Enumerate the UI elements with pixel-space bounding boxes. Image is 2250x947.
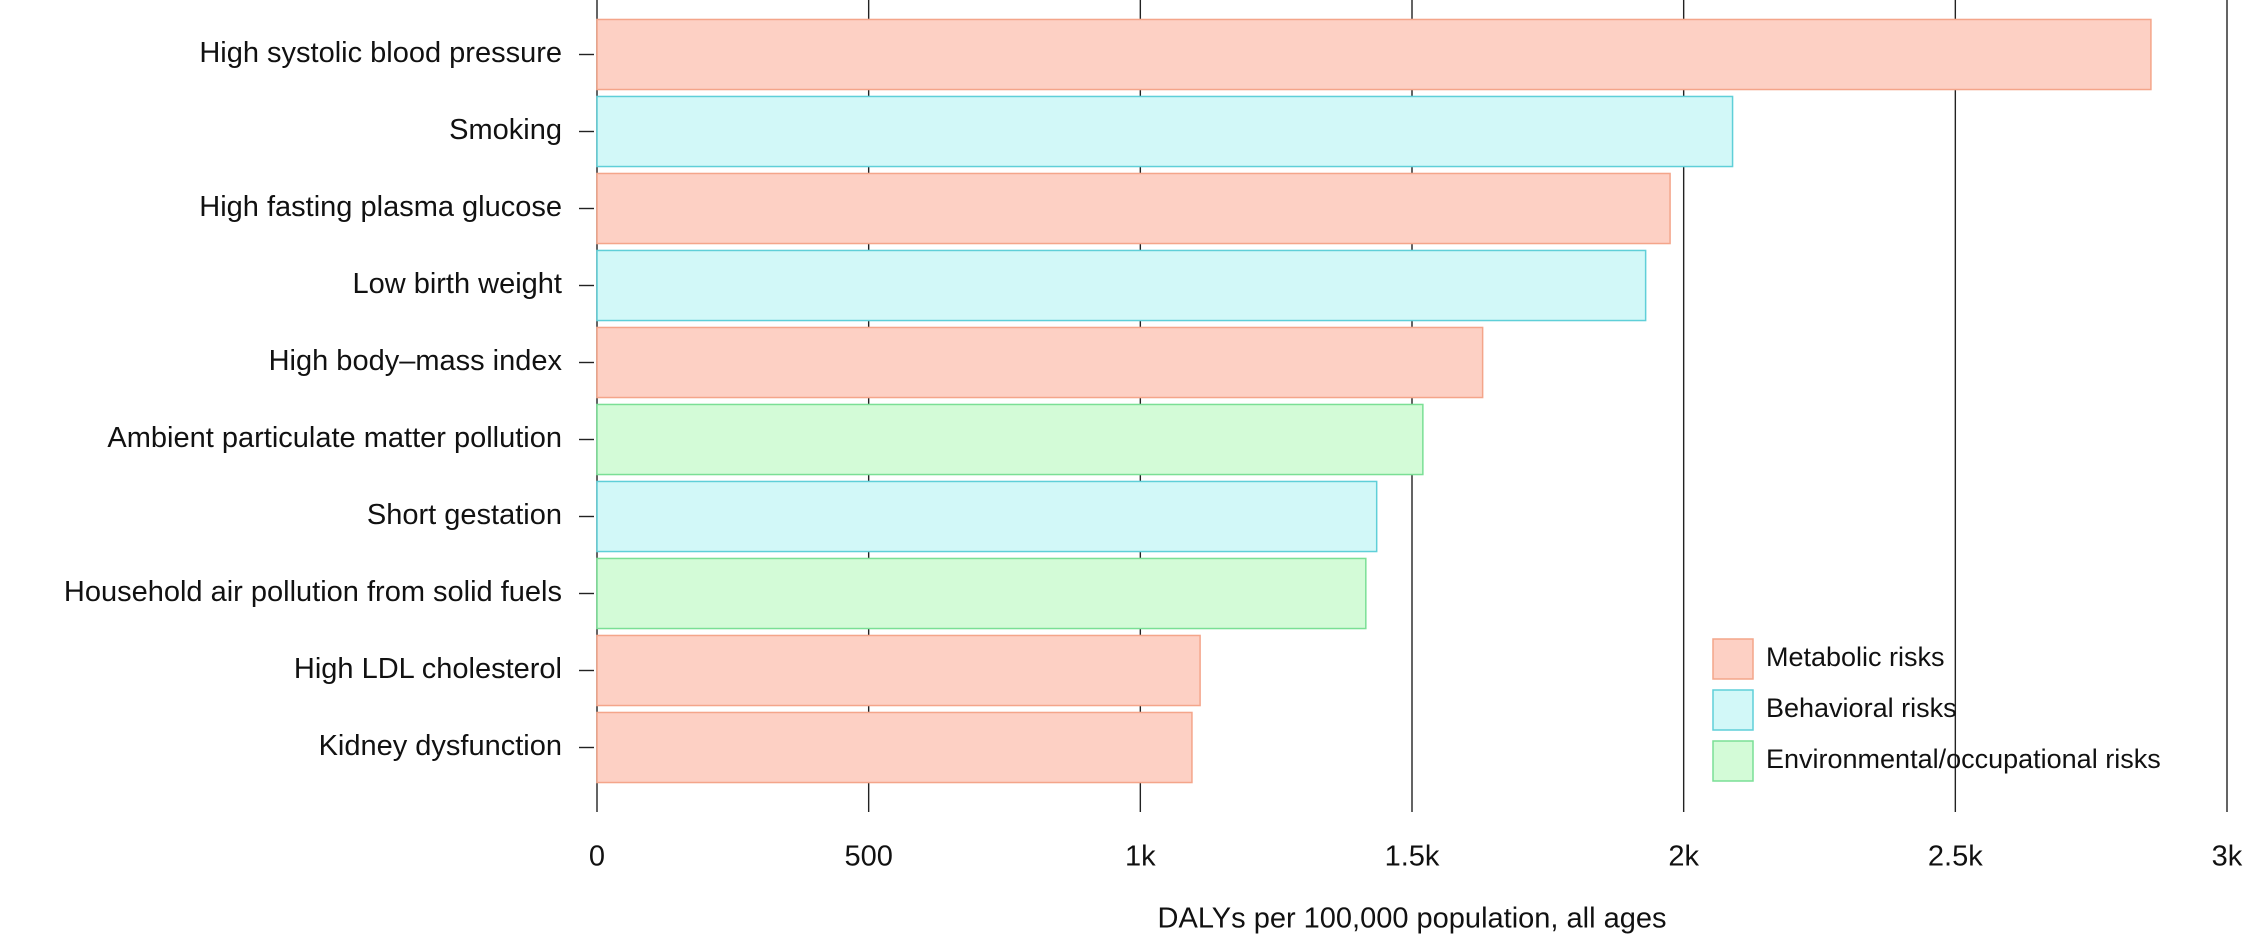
legend-swatch [1712,689,1754,731]
bar [596,249,1647,322]
bar [596,18,2152,91]
x-tick-label: 2.5k [1928,841,1983,873]
bar [596,557,1367,630]
x-tick-label: 500 [844,841,892,873]
bar [596,480,1378,553]
y-tick-label: Ambient particulate matter pollution [107,422,562,454]
y-tick-label: Kidney dysfunction [319,730,562,762]
y-tick-label: Household air pollution from solid fuels [64,576,562,608]
y-tick-label: High systolic blood pressure [199,37,562,69]
legend-label: Environmental/occupational risks [1766,744,2161,774]
bar [596,403,1424,476]
x-tick-label: 3k [2212,841,2243,873]
bar [596,326,1484,399]
y-tick-label: Low birth weight [352,268,562,300]
bar [596,95,1734,168]
y-tick-label: High fasting plasma glucose [199,191,562,223]
y-tick-label: High body–mass index [269,345,563,377]
legend-label: Metabolic risks [1766,642,1945,672]
y-tick-label: Smoking [449,114,562,146]
y-tick-label: Short gestation [367,499,562,531]
bar [596,634,1201,707]
x-tick-label: 2k [1668,841,1699,873]
bar [596,711,1193,784]
x-tick-label: 1k [1125,841,1156,873]
x-axis-label: DALYs per 100,000 population, all ages [1158,903,1667,935]
x-tick-label: 0 [589,841,605,873]
x-tick-label: 1.5k [1385,841,1440,873]
legend-swatch [1712,740,1754,782]
legend-label: Behavioral risks [1766,693,1957,723]
legend-swatch [1712,638,1754,680]
y-tick-label: High LDL cholesterol [294,653,562,685]
bar [596,172,1671,245]
